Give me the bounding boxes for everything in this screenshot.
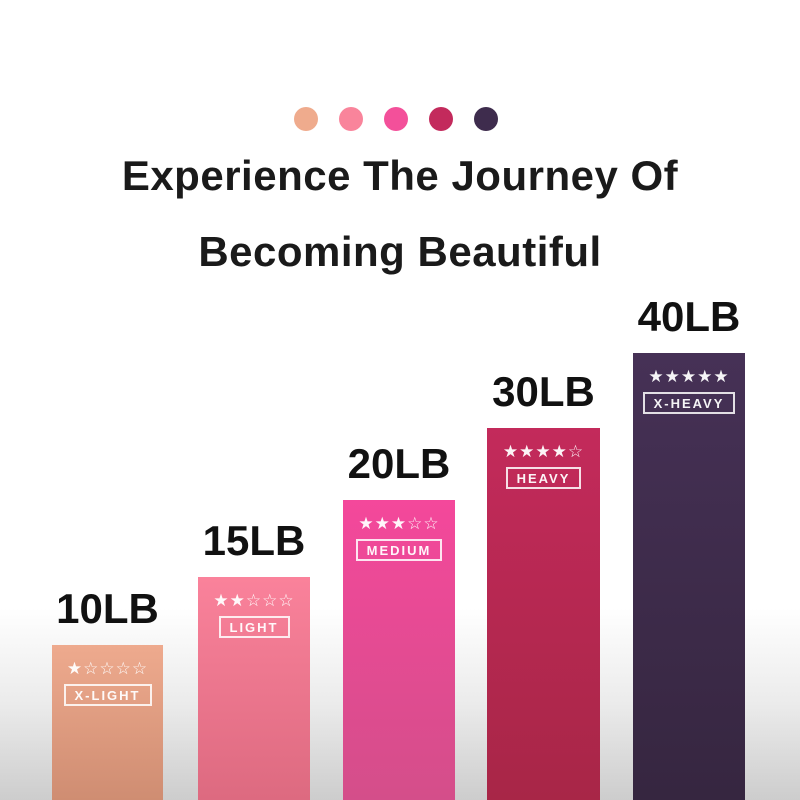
resistance-grade-badge: X-HEAVY — [642, 392, 736, 414]
bar-weight-label-15lb: 15LB — [202, 517, 306, 564]
bar-40lb: ★★★★★ X-HEAVY — [633, 353, 745, 800]
resistance-grade-badge: HEAVY — [505, 467, 582, 489]
bar-weight-label-40lb: 40LB — [637, 293, 741, 340]
palette-dot-3-icon — [384, 107, 408, 131]
bar-30lb: ★★★★☆ HEAVY — [487, 428, 600, 800]
star-rating-icons: ★★★★★ — [648, 367, 730, 387]
palette-dot-5-icon — [474, 107, 498, 131]
bar-weight-label-10lb: 10LB — [56, 585, 159, 632]
title-line-2: Becoming Beautiful — [198, 228, 602, 275]
star-rating-icons: ★★☆☆☆ — [213, 591, 295, 611]
palette-dot-2-icon — [339, 107, 363, 131]
palette-dots — [294, 107, 498, 131]
bar-weight-label-30lb: 30LB — [492, 368, 595, 415]
bar-weight-label-20lb: 20LB — [347, 440, 451, 487]
resistance-grade-badge: X-LIGHT — [63, 684, 152, 706]
resistance-grade-badge: LIGHT — [218, 616, 290, 638]
bar-15lb: ★★☆☆☆ LIGHT — [198, 577, 310, 800]
star-rating-icons: ★☆☆☆☆ — [66, 659, 149, 679]
resistance-grade-badge: MEDIUM — [355, 539, 443, 561]
star-rating-icons: ★★★☆☆ — [358, 514, 440, 534]
page-title: Experience The Journey Of Becoming Beaut… — [0, 138, 800, 290]
bar-10lb: ★☆☆☆☆ X-LIGHT — [52, 645, 163, 800]
title-line-1: Experience The Journey Of — [121, 152, 679, 199]
palette-dot-1-icon — [294, 107, 318, 131]
bar-20lb: ★★★☆☆ MEDIUM — [343, 500, 455, 800]
star-rating-icons: ★★★★☆ — [502, 442, 585, 462]
palette-dot-4-icon — [429, 107, 453, 131]
